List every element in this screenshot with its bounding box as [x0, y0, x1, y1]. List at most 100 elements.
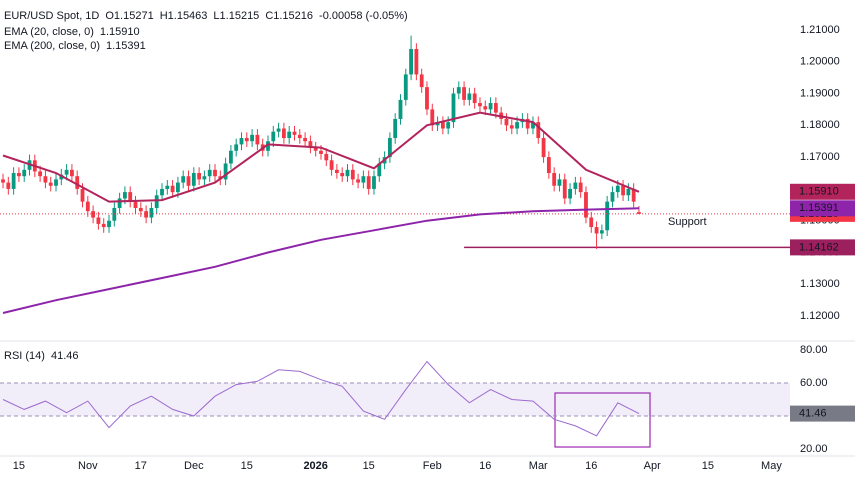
candle-body [154, 195, 159, 209]
candle-body [446, 122, 451, 129]
candle-body [637, 212, 641, 214]
candle-body [451, 93, 456, 123]
y-tick-label: 1.21000 [800, 24, 840, 36]
candle-body [340, 173, 345, 177]
axes: 1.120001.130001.140001.150001.160001.170… [13, 24, 855, 472]
candle-body [541, 138, 546, 158]
candle-body [138, 208, 143, 212]
x-tick-label: Dec [184, 460, 204, 472]
legend-header: EUR/USD Spot, 1D O1.15271 H1.15463 L1.15… [4, 10, 408, 22]
candle-body [329, 160, 334, 170]
candle-body [80, 188, 85, 202]
candle-body [605, 201, 610, 231]
x-tick-label: Mar [529, 460, 548, 472]
candle-body [462, 87, 466, 100]
rsi-panel [0, 360, 790, 448]
candle-body [43, 176, 48, 183]
candle-body [493, 103, 498, 113]
candle-body [626, 188, 631, 196]
y-tick-label: 1.20000 [800, 56, 840, 68]
y-tick-label: 1.18000 [800, 119, 840, 131]
ohlc-open: O1.15271 [105, 10, 153, 22]
candle-body [75, 176, 80, 189]
candle-body [6, 182, 11, 189]
candle-body [366, 176, 371, 189]
candle-body [568, 188, 572, 199]
candle-body [70, 169, 74, 177]
candle-body [536, 122, 541, 139]
candle-body [101, 223, 106, 228]
y-tick-label: 1.12000 [800, 310, 840, 322]
x-tick-label: 2026 [303, 460, 327, 472]
candle-body [276, 128, 281, 132]
y-tick-label: 1.19000 [800, 87, 840, 99]
candle-body [54, 179, 58, 186]
candle-body [250, 134, 255, 142]
legend-name: RSI (14) [4, 350, 45, 362]
candle-body [621, 185, 625, 196]
candle-body [403, 74, 408, 100]
y-tick-label: 1.17000 [800, 151, 840, 163]
candle-body [17, 173, 21, 177]
legend-name: EMA (200, close, 0) [4, 40, 100, 52]
candle-body [91, 211, 96, 218]
value-tag: 1.15391 [799, 202, 839, 214]
candle-body [11, 173, 16, 189]
candle-body [387, 138, 392, 158]
candle-body [504, 118, 509, 126]
candle-body [515, 122, 519, 129]
candle-body [297, 134, 302, 139]
candle-body [350, 169, 355, 180]
candle-body [398, 99, 403, 119]
indicator-line [2, 111, 640, 203]
y-tick-label: 80.00 [800, 344, 828, 356]
x-tick-label: 15 [13, 460, 25, 472]
candle-body [308, 141, 313, 148]
value-tag-bg [790, 200, 855, 217]
candle-body [610, 192, 615, 202]
indicator-line [2, 360, 640, 437]
x-tick-label: Feb [423, 460, 442, 472]
candle-body [557, 179, 562, 186]
ohlc-low: L1.15215 [213, 10, 259, 22]
candle-body [324, 153, 329, 161]
legend-value: 1.15391 [106, 40, 146, 52]
candle-body [186, 176, 191, 186]
candle-body [223, 163, 228, 180]
candle-body [181, 176, 186, 183]
candle-body [64, 169, 69, 175]
y-tick-label: 1.13000 [800, 278, 840, 290]
candle-body [228, 150, 233, 164]
candle-body [128, 192, 133, 202]
candle-body [85, 201, 90, 212]
candle-body [483, 106, 488, 110]
candle-body [239, 138, 244, 145]
candle-body [594, 227, 599, 234]
candle-body [255, 134, 260, 145]
candle-body [96, 217, 101, 224]
candle-body [1, 179, 5, 183]
candle-body [313, 147, 318, 151]
candle-body [191, 173, 196, 186]
candle-body [281, 128, 286, 139]
indicator-line [2, 207, 640, 314]
price-panel: Support [0, 35, 790, 314]
candle-body [372, 176, 376, 189]
candle-body [244, 138, 249, 142]
candle-body [584, 192, 588, 218]
candle-body [361, 176, 366, 183]
legend-value: 1.15910 [100, 26, 140, 38]
value-tag: 1.15910 [799, 186, 839, 198]
candle-body [165, 185, 170, 189]
candle-body [430, 109, 435, 126]
candle-body [213, 169, 217, 177]
candle-body [149, 208, 154, 218]
candle-body [409, 48, 413, 75]
symbol-title: EUR/USD Spot, 1D [4, 10, 99, 22]
candle-body [478, 103, 482, 107]
candle-body [578, 182, 583, 193]
candle-body [419, 74, 424, 88]
candle-body [170, 185, 175, 193]
candle-body [414, 48, 419, 75]
candle-body [456, 87, 461, 94]
